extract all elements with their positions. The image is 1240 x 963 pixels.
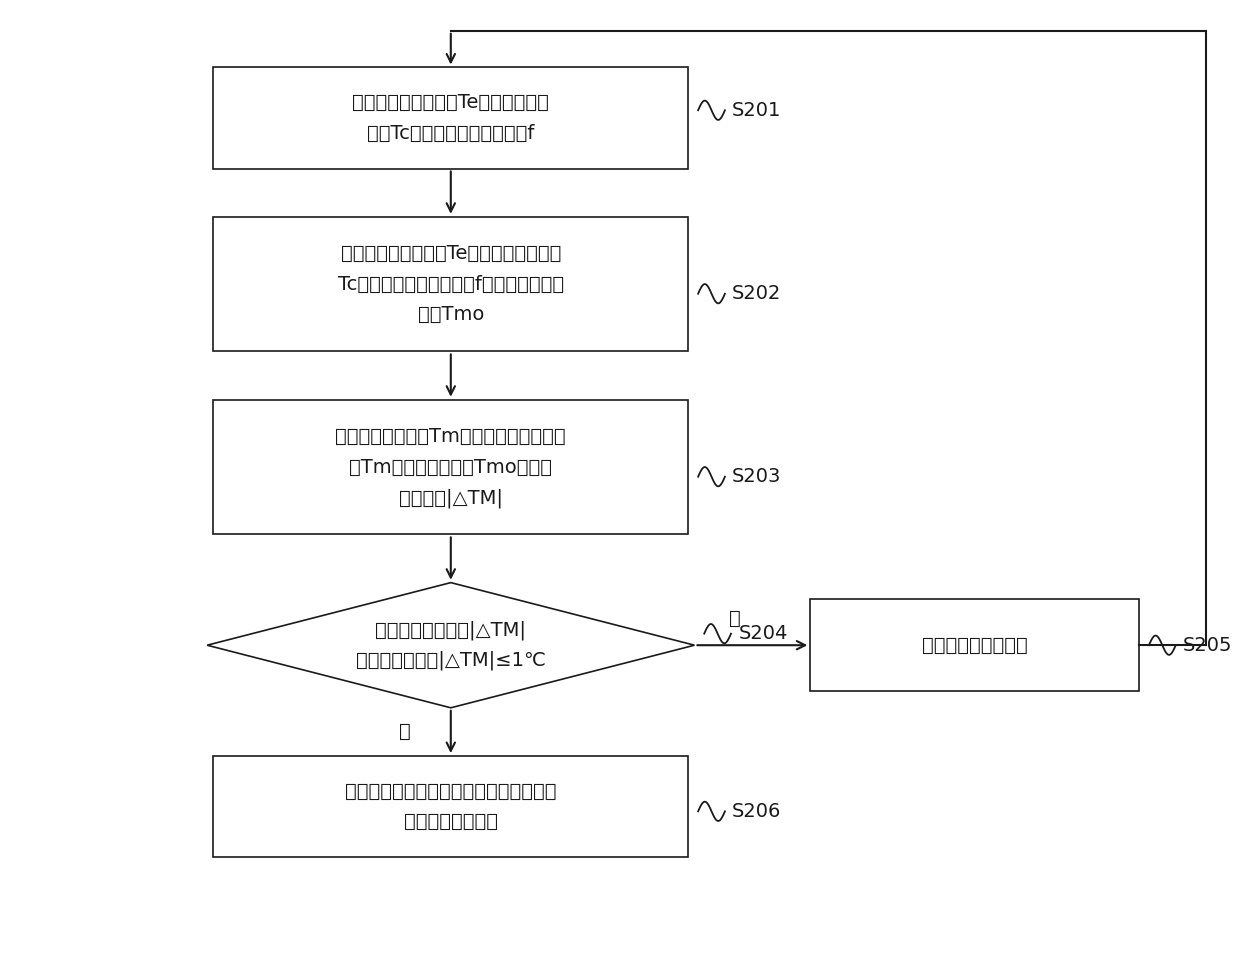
FancyBboxPatch shape bbox=[810, 599, 1140, 691]
Polygon shape bbox=[207, 583, 694, 708]
Text: S201: S201 bbox=[733, 101, 781, 119]
Text: S202: S202 bbox=[733, 284, 781, 303]
Text: 管温Tc，以及压缩机运行频率f: 管温Tc，以及压缩机运行频率f bbox=[367, 124, 534, 143]
Text: S203: S203 bbox=[733, 467, 781, 486]
Text: 佳性能运行的目的: 佳性能运行的目的 bbox=[404, 813, 497, 831]
FancyBboxPatch shape bbox=[213, 217, 688, 351]
Text: S204: S204 bbox=[738, 624, 787, 643]
Text: 判断差值的绝对值|△TM|: 判断差值的绝对值|△TM| bbox=[376, 620, 526, 639]
Text: 基于蒸发器中间管温Te、冷凝器中间管温: 基于蒸发器中间管温Te、冷凝器中间管温 bbox=[341, 244, 560, 263]
Text: S206: S206 bbox=[733, 802, 781, 820]
FancyBboxPatch shape bbox=[213, 756, 688, 857]
Text: S205: S205 bbox=[1183, 636, 1233, 655]
Text: 获取实测补气温度Tm，并计算实测补气温: 获取实测补气温度Tm，并计算实测补气温 bbox=[336, 427, 567, 446]
Text: 是否满足关系式|△TM|≤1℃: 是否满足关系式|△TM|≤1℃ bbox=[356, 651, 546, 670]
FancyBboxPatch shape bbox=[213, 67, 688, 169]
Text: 否: 否 bbox=[729, 609, 740, 628]
Text: 是: 是 bbox=[398, 722, 410, 742]
Text: 温度Tmo: 温度Tmo bbox=[418, 305, 484, 325]
FancyBboxPatch shape bbox=[213, 400, 688, 534]
Text: 的绝对值|△TM|: 的绝对值|△TM| bbox=[399, 488, 502, 508]
Text: 获取蒸发器中间管温Te、冷凝器中间: 获取蒸发器中间管温Te、冷凝器中间 bbox=[352, 93, 549, 112]
Text: 度Tm与目标补气温度Tmo的差值: 度Tm与目标补气温度Tmo的差值 bbox=[350, 457, 552, 477]
Text: 保持电子膨胀开度不变，以达到系统以最: 保持电子膨胀开度不变，以达到系统以最 bbox=[345, 782, 557, 800]
Text: Tc，以及压缩机运行频率f，得到目标补气: Tc，以及压缩机运行频率f，得到目标补气 bbox=[337, 274, 564, 294]
Text: 调节电子膨胀阀开度: 调节电子膨胀阀开度 bbox=[921, 636, 1028, 655]
